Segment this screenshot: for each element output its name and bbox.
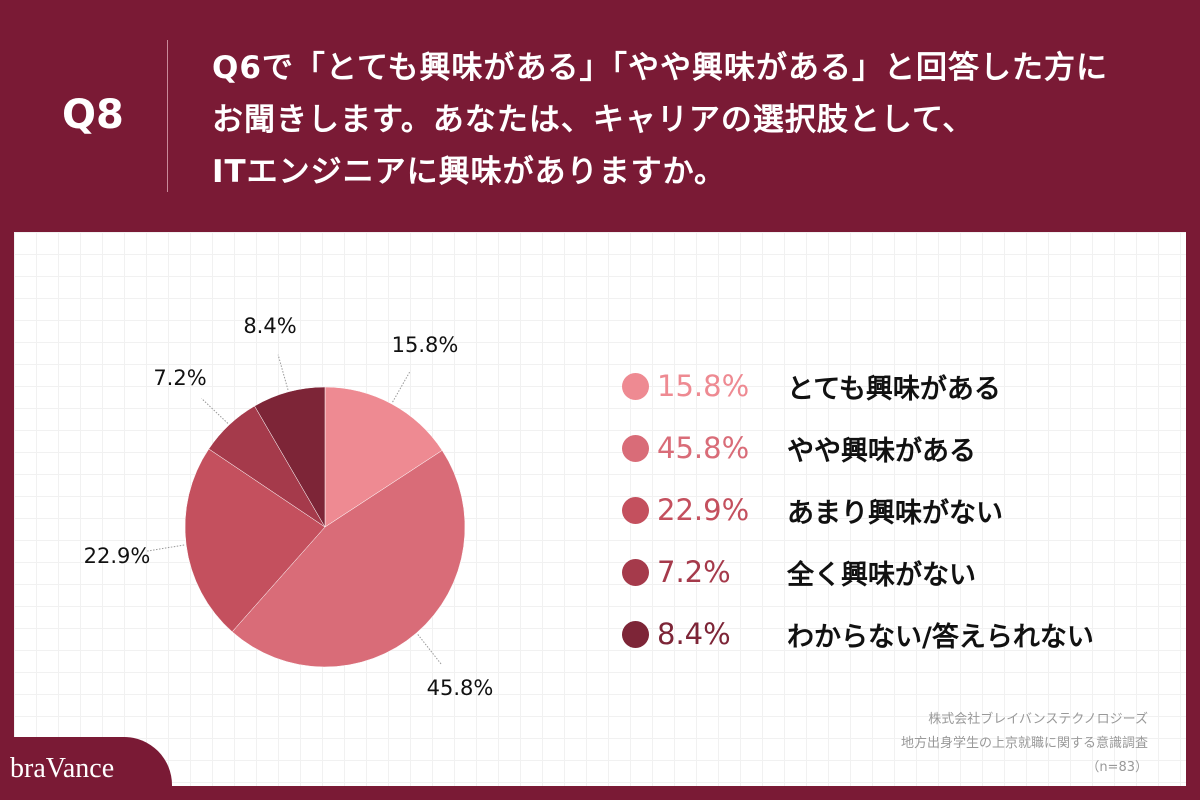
brand-logo: braVance bbox=[10, 753, 115, 784]
legend-item: 15.8% とても興味がある bbox=[622, 366, 1001, 406]
legend-dot-icon bbox=[622, 620, 649, 648]
divider bbox=[167, 40, 168, 192]
legend-label: とても興味がある bbox=[787, 373, 1001, 405]
legend-dot-icon bbox=[622, 558, 649, 586]
pie-slice bbox=[231, 450, 466, 668]
legend-label: 全く興味がない bbox=[787, 559, 976, 591]
data-label: 7.2% bbox=[153, 366, 207, 390]
legend-percent: 8.4% bbox=[657, 617, 731, 651]
legend-label: あまり興味がない bbox=[787, 497, 1003, 529]
data-label: 22.9% bbox=[83, 544, 151, 568]
leader-line bbox=[147, 544, 185, 552]
legend-dot-icon bbox=[622, 496, 649, 524]
source-note: 株式会社ブレイバンステクノロジーズ 地方出身学生の上京就職に関する意識調査 （n… bbox=[901, 708, 1148, 780]
legend-item: 45.8% やや興味がある bbox=[622, 428, 976, 468]
legend-item: 7.2% 全く興味がない bbox=[622, 552, 976, 592]
source-company: 株式会社ブレイバンステクノロジーズ bbox=[928, 712, 1148, 727]
leader-line bbox=[392, 370, 411, 403]
question-text: Q6で「とても興味がある」「やや興味がある」と回答した方に お聞きします。あなた… bbox=[212, 42, 1108, 198]
pie-slice bbox=[184, 448, 326, 633]
legend-label: わからない/答えられない bbox=[787, 621, 1094, 653]
leader-line bbox=[417, 634, 442, 665]
legend-percent: 7.2% bbox=[657, 555, 731, 589]
leader-line bbox=[277, 354, 289, 391]
source-survey: 地方出身学生の上京就職に関する意識調査 bbox=[900, 736, 1148, 751]
data-label: 8.4% bbox=[243, 314, 297, 338]
question-line: ITエンジニアに興味がありますか。 bbox=[212, 154, 727, 190]
question-line: お聞きします。あなたは、キャリアの選択肢として、 bbox=[212, 102, 975, 138]
legend-item: 8.4% わからない/答えられない bbox=[622, 614, 1094, 654]
pie-slice bbox=[324, 386, 443, 528]
logo-tab: braVance bbox=[0, 737, 172, 800]
legend-dot-icon bbox=[622, 372, 649, 400]
legend-percent: 45.8% bbox=[657, 431, 750, 465]
question-number: Q8 bbox=[62, 92, 124, 138]
legend-percent: 15.8% bbox=[657, 369, 750, 403]
question-line: Q6で「とても興味がある」「やや興味がある」と回答した方に bbox=[212, 50, 1108, 86]
leader-line bbox=[201, 398, 229, 424]
legend-item: 22.9% あまり興味がない bbox=[622, 490, 1003, 530]
legend-percent: 22.9% bbox=[657, 493, 750, 527]
data-label: 15.8% bbox=[391, 333, 459, 357]
legend-dot-icon bbox=[622, 434, 649, 462]
legend-label: やや興味がある bbox=[787, 435, 976, 467]
data-label: 45.8% bbox=[426, 676, 494, 700]
source-n: （n=83） bbox=[1086, 760, 1148, 775]
pie-slice bbox=[254, 386, 326, 528]
